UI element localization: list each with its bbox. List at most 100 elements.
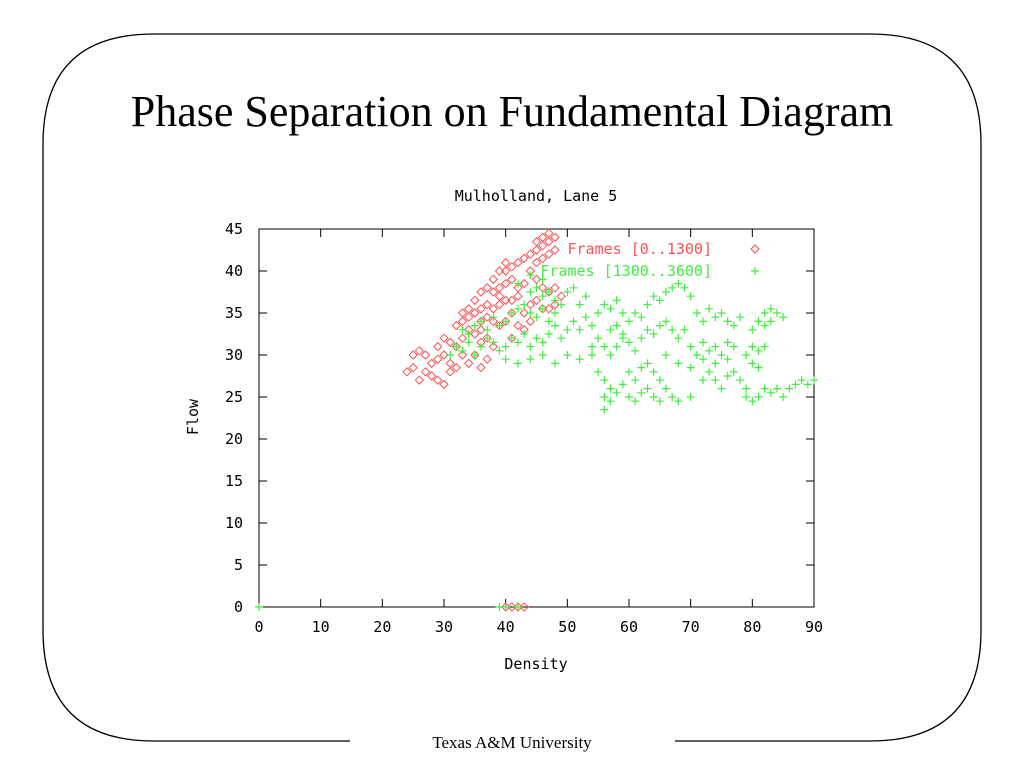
data-point (748, 325, 757, 334)
data-point (791, 380, 800, 389)
data-point (445, 337, 455, 348)
data-point (408, 350, 418, 360)
data-point (488, 316, 499, 327)
data-point (537, 283, 548, 293)
data-point (748, 342, 757, 351)
data-point (606, 384, 615, 393)
data-point (483, 325, 492, 334)
y-tick-label: 0 (234, 598, 243, 616)
data-point (674, 359, 683, 368)
data-point (674, 279, 683, 288)
x-tick-label: 40 (497, 618, 515, 636)
data-point (581, 292, 590, 301)
data-point (588, 321, 596, 330)
data-point (557, 334, 566, 343)
data-point (458, 325, 467, 334)
data-point (600, 300, 609, 309)
data-point (723, 372, 732, 380)
legend-marker (751, 267, 759, 275)
data-point (643, 325, 652, 334)
data-point (495, 346, 504, 355)
data-point (699, 355, 707, 364)
data-point (766, 388, 775, 397)
x-tick-label: 0 (254, 618, 263, 636)
data-point (532, 283, 541, 292)
data-point (581, 313, 590, 322)
data-point (766, 304, 775, 313)
data-point (458, 346, 467, 355)
data-point (766, 317, 775, 326)
data-point (439, 350, 449, 360)
y-tick-label: 10 (225, 514, 243, 532)
y-tick-label: 5 (234, 556, 243, 574)
data-point (631, 309, 640, 317)
data-point (569, 283, 578, 292)
data-point (526, 309, 535, 317)
data-point (723, 355, 732, 364)
x-axis-label: Density (504, 655, 567, 673)
data-point (420, 367, 431, 377)
data-point (494, 266, 505, 276)
data-point (513, 291, 523, 301)
data-point (748, 359, 757, 368)
data-point (544, 236, 554, 247)
y-tick-label: 35 (225, 304, 243, 322)
data-point (606, 351, 615, 359)
data-point (433, 341, 443, 352)
data-point (531, 245, 542, 255)
data-point (514, 338, 522, 347)
data-point (526, 271, 535, 280)
data-point (674, 397, 683, 406)
data-point (612, 388, 621, 397)
legend-marker (750, 244, 760, 254)
data-point (588, 342, 596, 351)
data-point (426, 358, 437, 369)
data-point (575, 355, 584, 364)
data-point (563, 288, 572, 296)
data-point (525, 249, 536, 259)
data-point (420, 350, 431, 360)
data-point (470, 295, 480, 306)
data-point (550, 245, 560, 255)
data-point (501, 342, 510, 351)
data-point (433, 354, 443, 364)
x-tick-label: 80 (743, 618, 761, 636)
data-point (482, 312, 492, 322)
data-point (760, 321, 769, 330)
data-point (637, 363, 646, 372)
data-point (686, 342, 695, 351)
data-point (655, 397, 664, 406)
data-point (606, 325, 615, 334)
data-point (531, 295, 542, 306)
data-point (519, 602, 529, 612)
data-point (525, 316, 536, 327)
data-point (531, 274, 542, 285)
data-point (538, 292, 547, 301)
data-point (754, 363, 763, 372)
data-point (637, 313, 646, 322)
data-point (402, 367, 412, 377)
data-point (507, 309, 516, 317)
data-point (463, 358, 474, 369)
data-point (457, 308, 468, 318)
data-point (476, 325, 486, 335)
data-point (445, 367, 455, 377)
y-tick-label: 40 (225, 262, 243, 280)
chart-title: Mulholland, Lane 5 (455, 187, 618, 205)
data-point (711, 376, 720, 385)
data-point (692, 309, 701, 317)
data-point (457, 350, 468, 360)
data-point (470, 321, 479, 330)
data-point (760, 384, 769, 393)
data-point (631, 346, 640, 355)
data-point (414, 346, 425, 356)
data-point (588, 351, 596, 359)
data-point (655, 376, 664, 385)
data-point (668, 325, 677, 334)
data-point (489, 313, 498, 322)
data-point (507, 295, 517, 306)
data-point (600, 342, 609, 351)
data-point (557, 300, 566, 309)
data-point (514, 279, 522, 288)
data-point (538, 304, 547, 313)
